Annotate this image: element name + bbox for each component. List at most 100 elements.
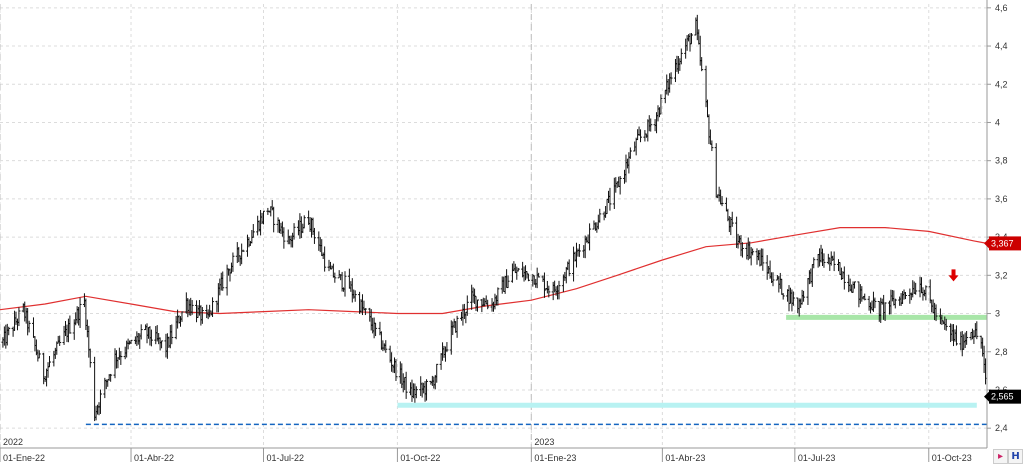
price-bar — [557, 280, 561, 300]
price-bar — [323, 246, 327, 272]
y-tick-label: 3,2 — [995, 270, 1008, 280]
x-tick-label: 01-Jul-22 — [266, 453, 304, 463]
price-bar — [822, 253, 826, 268]
price-bar — [679, 48, 683, 65]
price-bar — [537, 272, 541, 278]
price-tag-box — [989, 236, 1021, 251]
price-bar — [261, 210, 265, 225]
price-bar — [465, 295, 469, 316]
price-tag-pointer — [984, 238, 989, 249]
price-bar — [68, 315, 72, 334]
y-tick-label: 4,4 — [995, 41, 1008, 51]
price-bar — [353, 290, 357, 302]
x-tick-label: 01-Oct-23 — [932, 453, 972, 463]
y-tick-label: 2,8 — [995, 347, 1008, 357]
price-bar — [139, 324, 143, 340]
price-bar — [710, 140, 714, 152]
support-lines — [85, 314, 987, 426]
price-bar — [496, 287, 500, 306]
price-bar — [506, 275, 510, 289]
price-bar — [577, 244, 581, 257]
price-bar — [343, 271, 347, 297]
price-bar — [761, 248, 765, 271]
arrow-down-icon — [948, 269, 959, 282]
price-bar — [475, 299, 479, 312]
price-bar — [160, 340, 164, 349]
price-bar — [312, 227, 316, 244]
y-axis-ticks: 2,42,62,833,23,43,63,844,24,44,6 — [987, 3, 1008, 433]
price-bar — [180, 311, 184, 322]
price-bar — [863, 293, 867, 301]
moving-average — [0, 227, 988, 315]
price-bar — [802, 290, 806, 302]
price-bar — [965, 330, 969, 345]
price-bar — [689, 33, 693, 45]
y-tick-label: 3 — [995, 309, 1000, 319]
price-bar — [771, 272, 775, 287]
price-bar — [47, 356, 51, 368]
price-bar — [425, 379, 429, 401]
price-bar — [98, 389, 102, 414]
price-bar — [634, 137, 638, 156]
price-bar — [129, 339, 133, 344]
price-bar — [88, 348, 92, 368]
axes — [0, 0, 988, 449]
y-tick-label: 3,6 — [995, 194, 1008, 204]
price-tag-label: 3,367 — [991, 238, 1014, 248]
x-tick-label: 01-Abr-23 — [665, 453, 705, 463]
x-tick-label: 01-Abr-22 — [134, 453, 174, 463]
price-bar — [598, 208, 602, 223]
price-bar — [109, 373, 113, 382]
price-bar — [649, 118, 653, 132]
price-bar — [394, 359, 398, 381]
price-bar — [516, 267, 520, 272]
y-tick-label: 2,4 — [995, 423, 1008, 433]
horizontal-zoom-icon[interactable]: H — [1008, 449, 1023, 464]
price-tag: 3,367 — [984, 236, 1021, 251]
y-tick-label: 4 — [995, 117, 1000, 127]
price-bars — [1, 14, 989, 422]
price-bar — [333, 272, 337, 283]
price-tags: 3,367 2,565 — [984, 236, 1021, 404]
price-bar — [618, 176, 622, 195]
price-bar — [302, 215, 306, 229]
price-bar — [944, 318, 948, 331]
price-bar — [221, 271, 225, 291]
price-bar — [119, 351, 123, 365]
price-bar — [17, 307, 21, 327]
price-bar — [714, 143, 718, 198]
price-tag-box — [989, 389, 1021, 404]
price-bar — [455, 315, 459, 338]
scroll-right-icon[interactable]: ▸ — [993, 449, 1008, 464]
price-bar — [975, 321, 979, 340]
price-bar — [914, 282, 918, 295]
x-axis-ticks: 01-Ene-22 01-Abr-22 01-Jul-22 01-Oct-22 01-E… — [0, 437, 972, 463]
price-bar — [669, 72, 673, 85]
price-bar — [628, 147, 632, 159]
price-bar — [486, 299, 490, 310]
price-bar — [526, 273, 530, 282]
x-tick-label: 01-Jul-23 — [798, 453, 836, 463]
price-bar — [211, 297, 215, 317]
y-tick-label: 4,6 — [995, 3, 1008, 13]
moving-average-line — [0, 227, 988, 315]
price-bar — [282, 227, 286, 249]
price-bar — [873, 297, 877, 309]
price-bar — [751, 248, 755, 256]
price-bar — [608, 187, 612, 211]
price-bar — [659, 94, 663, 115]
year-tick-label: 2022 — [3, 437, 23, 447]
price-bar — [700, 57, 704, 72]
price-bar — [791, 291, 795, 306]
price-bar — [781, 293, 785, 300]
price-bar — [58, 335, 62, 346]
price-bar — [812, 257, 816, 269]
price-tag: 2,565 — [984, 389, 1021, 404]
signal-arrow — [948, 269, 959, 282]
x-tick-label: 01-Ene-23 — [534, 453, 576, 463]
price-bar — [404, 371, 408, 399]
price-bar — [934, 304, 938, 322]
price-bar — [832, 251, 836, 272]
price-bar — [7, 326, 11, 336]
year-tick-label: 2023 — [534, 437, 554, 447]
